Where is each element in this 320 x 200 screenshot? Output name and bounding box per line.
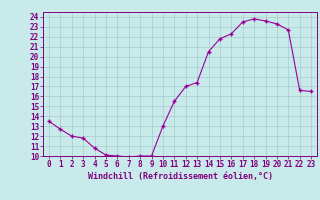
X-axis label: Windchill (Refroidissement éolien,°C): Windchill (Refroidissement éolien,°C) [87, 172, 273, 181]
